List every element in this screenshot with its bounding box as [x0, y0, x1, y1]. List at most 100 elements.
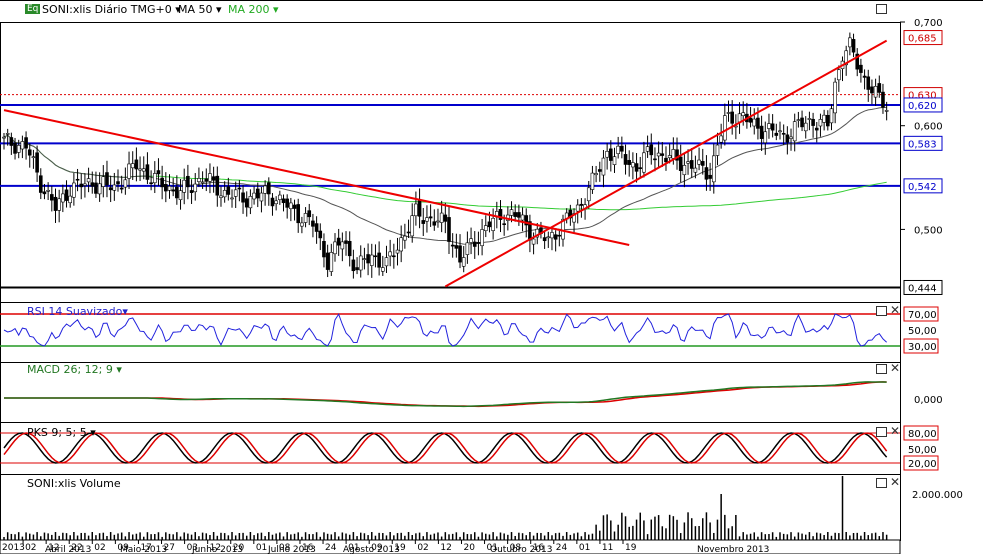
candle-body — [605, 151, 609, 158]
candle-body — [296, 204, 301, 224]
candle-body — [358, 255, 363, 271]
candle-body — [778, 130, 782, 133]
price-flag — [903, 178, 943, 194]
volume-legend: SONI:xlis Volume — [27, 477, 121, 490]
candle-body — [252, 192, 256, 200]
x-tick-label: 01 — [348, 543, 359, 553]
candle-body — [704, 167, 709, 180]
maximize-icon[interactable] — [876, 306, 887, 316]
ma200-legend[interactable]: MA 200 ▾ — [228, 3, 279, 16]
maximize-icon[interactable] — [876, 4, 887, 14]
candle-body — [270, 197, 275, 207]
candle-body — [105, 172, 109, 186]
macd-legend[interactable]: MACD 26; 12; 9 ▾ — [27, 363, 122, 376]
x-tick-label: 22 — [71, 543, 82, 553]
candle-body — [483, 225, 488, 231]
ma50-label: MA 50 — [178, 3, 213, 16]
candle-body — [520, 214, 525, 221]
close-icon[interactable]: ✕ — [890, 475, 901, 489]
x-tick-label: 12 — [210, 543, 221, 553]
candle-body — [531, 238, 536, 245]
x-axis-band — [0, 539, 901, 554]
x-tick-label: 02 — [25, 543, 36, 553]
candle-body — [708, 174, 712, 179]
rsi-label: 30,00 — [908, 342, 937, 353]
ma50-legend[interactable]: MA 50 ▾ — [178, 3, 222, 16]
chevron-down-icon[interactable]: ▾ — [116, 363, 122, 376]
candle-body — [417, 200, 422, 217]
x-tick-label: 01 — [487, 543, 498, 553]
candle-body — [230, 197, 234, 200]
x-month-label: Agosto 2013 — [343, 545, 400, 554]
candle-body — [289, 202, 293, 210]
candle-body — [597, 169, 602, 172]
candle-body — [369, 254, 374, 266]
candle-body — [756, 117, 760, 129]
candle-body — [403, 235, 407, 241]
candle-body — [586, 187, 591, 202]
candle-body — [550, 232, 554, 239]
candle-body — [675, 149, 679, 161]
candle-body — [807, 118, 812, 120]
candle-body — [31, 156, 36, 159]
close-icon[interactable]: ✕ — [890, 303, 901, 317]
candle-body — [164, 184, 168, 192]
candle-body — [388, 251, 392, 257]
rsi-legend[interactable]: RSI 14 Suavizado▾ — [27, 305, 128, 318]
macd-line — [4, 381, 887, 408]
candle-body — [770, 123, 775, 131]
candle-body — [211, 176, 216, 181]
candle-body — [175, 186, 179, 199]
candle-body — [255, 188, 260, 199]
candle-body — [447, 217, 451, 242]
candle-body — [748, 117, 753, 123]
rsi-label: 50,00 — [908, 326, 937, 337]
candle-body — [373, 255, 378, 258]
candle-body — [233, 189, 238, 197]
close-icon[interactable]: ✕ — [890, 361, 901, 375]
price-flag-label: 0,630 — [908, 91, 937, 102]
candle-body — [579, 203, 584, 206]
chevron-down-icon[interactable]: ▾ — [273, 3, 279, 16]
x-tick-label: 16 — [302, 543, 314, 553]
chevron-down-icon[interactable]: ▾ — [90, 426, 96, 439]
chevron-down-icon[interactable]: ▾ — [216, 3, 222, 16]
candle-body — [414, 203, 418, 217]
candle-body — [623, 154, 628, 165]
candle-body — [866, 76, 871, 90]
ma200-label: MA 200 — [228, 3, 270, 16]
candle-body — [553, 234, 558, 240]
candle-body — [421, 220, 426, 224]
x-tick-label: 09 — [371, 543, 383, 553]
stoch-title: PKS 9; 5; 5 — [27, 426, 87, 439]
maximize-icon[interactable] — [876, 478, 887, 488]
candle-body — [693, 167, 698, 173]
candle-body — [329, 252, 334, 272]
maximize-icon[interactable] — [876, 364, 887, 374]
candle-body — [616, 145, 620, 154]
candle-body — [436, 220, 440, 223]
candle-body — [480, 229, 484, 247]
x-tick-label: 20 — [463, 543, 475, 553]
panel-frame — [0, 302, 901, 363]
candle-body — [72, 182, 76, 198]
macd-label: 0,000 — [914, 395, 943, 406]
candle-body — [355, 267, 359, 271]
candle-body — [395, 249, 400, 254]
candle-body — [800, 117, 804, 128]
candle-body — [811, 118, 815, 126]
candle-body — [502, 223, 506, 225]
close-icon[interactable]: ✕ — [890, 424, 901, 438]
chart-title[interactable]: SONI:xlis Diário TMG+0 ▾ — [42, 3, 181, 16]
y-tick-label: 0,500 — [914, 225, 943, 236]
candle-body — [767, 123, 771, 129]
candle-body — [94, 182, 98, 194]
chevron-down-icon[interactable]: ▾ — [175, 3, 181, 16]
candle-body — [50, 194, 54, 201]
chevron-down-icon[interactable]: ▾ — [122, 305, 128, 318]
stoch-legend[interactable]: PKS 9; 5; 5 ▾ — [27, 426, 96, 439]
candle-body — [274, 200, 278, 205]
maximize-icon[interactable] — [876, 427, 887, 437]
candle-body — [340, 241, 345, 250]
candle-body — [152, 173, 157, 184]
